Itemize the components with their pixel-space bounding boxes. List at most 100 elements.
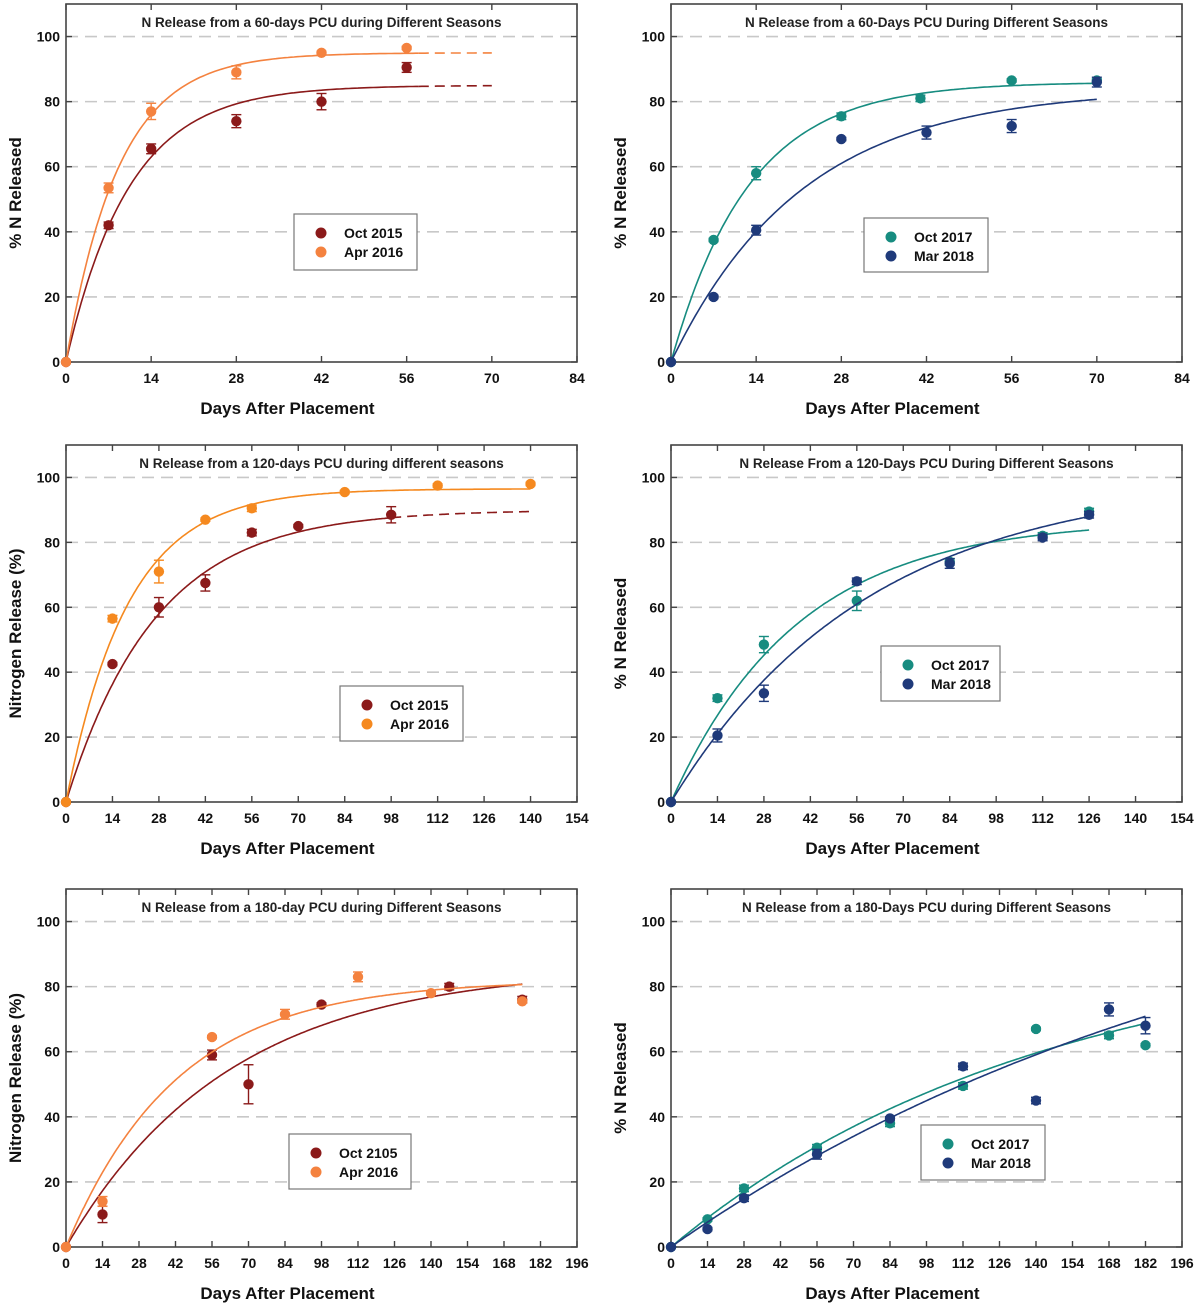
x-tick-label: 28 <box>131 1255 147 1271</box>
x-tick-label: 168 <box>492 1255 516 1271</box>
fit-curve <box>670 1022 1146 1248</box>
y-tick-label: 40 <box>44 224 60 240</box>
y-axis-title: % N Released <box>611 1022 630 1134</box>
x-tick-label: 0 <box>62 810 70 826</box>
x-tick-label: 154 <box>456 1255 480 1271</box>
panel-60-day-2017-2018: 0 14 28 42 56 70 84 0 20 40 60 80 100 N Release from … <box>611 3 1190 418</box>
data-point <box>153 566 165 577</box>
x-axis-title: Days After Placement <box>805 839 980 858</box>
data-point <box>738 1183 750 1194</box>
series-oct-2017 <box>665 1022 1151 1253</box>
legend: Oct 2015 Apr 2016 <box>339 685 464 742</box>
x-tick-label: 14 <box>748 370 764 386</box>
data-point <box>712 692 723 704</box>
axes: 0 14 28 42 56 70 84 0 20 40 60 80 100 <box>642 4 1190 386</box>
fit-curve <box>670 515 1090 803</box>
y-tick-label: 80 <box>44 534 60 550</box>
series-apr-2016 <box>60 971 528 1253</box>
y-tick-label: 0 <box>657 1239 665 1255</box>
data-point <box>1030 1023 1042 1035</box>
x-tick-label: 56 <box>1004 370 1020 386</box>
y-tick-label: 20 <box>649 1174 665 1190</box>
panel-180-day-2015-2016: 0 14 28 42 56 70 84 98 112 126 140 154 168 182 196 0 20 4… <box>6 888 589 1303</box>
series-mar-2018 <box>665 76 1103 368</box>
x-tick-label: 56 <box>399 370 415 386</box>
data-point <box>243 1079 254 1090</box>
data-point <box>97 1196 108 1207</box>
data-point <box>246 527 258 538</box>
data-point <box>206 1031 218 1043</box>
x-tick-label: 56 <box>809 1255 825 1271</box>
data-point <box>884 1113 896 1124</box>
y-tick-label: 40 <box>44 664 60 680</box>
x-tick-label: 28 <box>736 1255 752 1271</box>
y-tick-label: 100 <box>642 469 666 485</box>
series-oct-2017 <box>665 506 1095 808</box>
data-point <box>708 291 719 303</box>
legend-label: Oct 2017 <box>914 229 973 245</box>
data-point <box>352 971 364 983</box>
y-tick-label: 60 <box>44 599 60 615</box>
legend-marker <box>885 231 897 243</box>
plot-frame <box>670 444 1183 803</box>
x-tick-label: 70 <box>484 370 500 386</box>
data-point <box>444 981 455 992</box>
data-point <box>517 996 528 1007</box>
y-tick-label: 0 <box>52 1239 60 1255</box>
data-point <box>145 106 157 117</box>
y-tick-label: 80 <box>44 979 60 995</box>
x-tick-label: 42 <box>168 1255 184 1271</box>
data-point <box>246 503 258 514</box>
y-tick-label: 100 <box>37 914 61 930</box>
data-point <box>316 96 327 107</box>
data-point <box>665 356 677 368</box>
y-tick-label: 20 <box>44 289 60 305</box>
x-tick-label: 140 <box>419 1255 443 1271</box>
data-point <box>1091 76 1103 88</box>
legend: Oct 2015 Apr 2016 <box>293 213 418 271</box>
x-tick-label: 42 <box>773 1255 789 1271</box>
fit-curve <box>670 529 1090 803</box>
y-tick-label: 100 <box>642 914 666 930</box>
x-tick-label: 112 <box>426 810 449 826</box>
legend-marker <box>942 1138 954 1150</box>
legend-label: Apr 2016 <box>390 716 449 732</box>
fit-curve <box>65 983 523 1248</box>
y-axis-title: % N Released <box>6 137 25 249</box>
series-apr-2016 <box>60 42 492 368</box>
legend: Oct 2017 Mar 2018 <box>863 217 989 273</box>
data-point <box>97 1209 108 1220</box>
x-axis-title: Days After Placement <box>805 1284 980 1303</box>
data-point <box>836 133 847 145</box>
data-point <box>316 47 327 59</box>
legend-label: Mar 2018 <box>971 1155 1031 1171</box>
y-tick-label: 0 <box>52 794 60 810</box>
y-tick-label: 20 <box>44 1174 60 1190</box>
x-axis-title: Days After Placement <box>200 399 375 418</box>
legend-box <box>339 685 464 742</box>
legend: Oct 2105 Apr 2016 <box>288 1133 412 1190</box>
legend-label: Oct 2105 <box>339 1145 398 1161</box>
x-axis-title: Days After Placement <box>805 399 980 418</box>
fit-curve <box>670 98 1097 363</box>
y-tick-label: 20 <box>44 729 60 745</box>
chart-title: N Release from a 180-Days PCU during Dif… <box>742 900 1111 915</box>
x-axis-title: Days After Placement <box>200 839 375 858</box>
y-tick-label: 60 <box>649 159 665 175</box>
legend-marker <box>942 1157 954 1169</box>
data-point <box>103 182 114 194</box>
chart-title: N Release from a 120-days PCU during dif… <box>139 456 504 471</box>
data-point <box>1140 1040 1151 1051</box>
fit-curve <box>670 1015 1146 1248</box>
legend-label: Oct 2015 <box>344 225 403 241</box>
data-point <box>702 1214 713 1225</box>
data-point <box>738 1192 750 1204</box>
data-point <box>836 111 847 122</box>
x-tick-label: 14 <box>105 810 121 826</box>
axes: 0 14 28 42 56 70 84 98 112 126 140 154 168 182 196 0 20 4… <box>37 889 589 1271</box>
data-point <box>921 127 932 138</box>
axes: 0 14 28 42 56 70 84 98 112 126 140 154 168 182 196 0 20 4… <box>642 889 1194 1271</box>
data-point <box>712 730 723 741</box>
data-point <box>103 220 114 231</box>
data-point <box>153 602 165 613</box>
